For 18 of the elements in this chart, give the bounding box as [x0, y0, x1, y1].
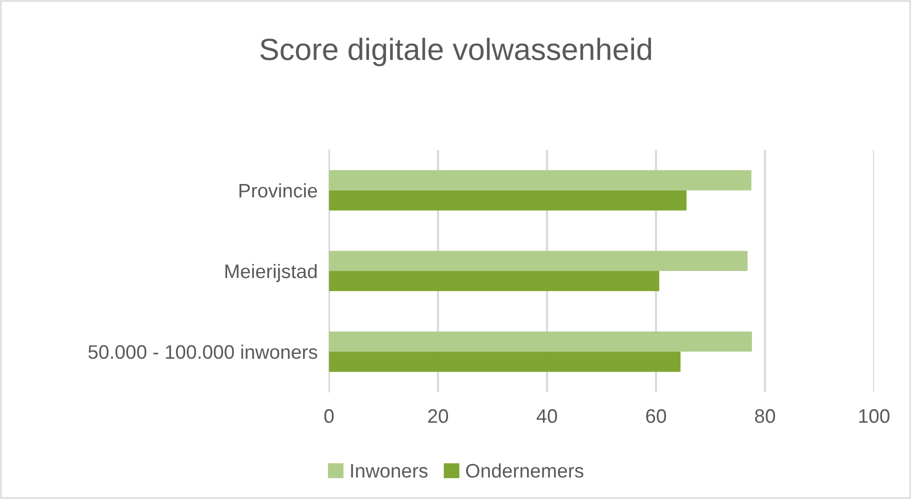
x-tick-label: 40 — [536, 409, 558, 423]
bar — [329, 250, 748, 271]
legend-label: Inwoners — [351, 464, 428, 478]
bar — [329, 170, 752, 190]
legend-label: Ondernemers — [466, 463, 584, 478]
x-tick-label: 100 — [859, 409, 890, 423]
x-tick-label: 60 — [646, 409, 666, 423]
y-tick-label: 50.000 - 100.000 inwoners — [88, 344, 318, 359]
y-tick-label: Provincie — [240, 183, 318, 198]
bar — [329, 271, 660, 292]
x-tick-label: 0 — [324, 409, 334, 423]
bar — [329, 352, 681, 372]
x-tick-label: 80 — [755, 409, 776, 423]
bar — [329, 332, 752, 352]
x-tick-label: 20 — [428, 409, 448, 423]
y-tick-label: Meierijstad — [225, 264, 317, 282]
chart-title: Score digitale volwassenheid — [260, 38, 652, 66]
bar — [329, 190, 687, 210]
